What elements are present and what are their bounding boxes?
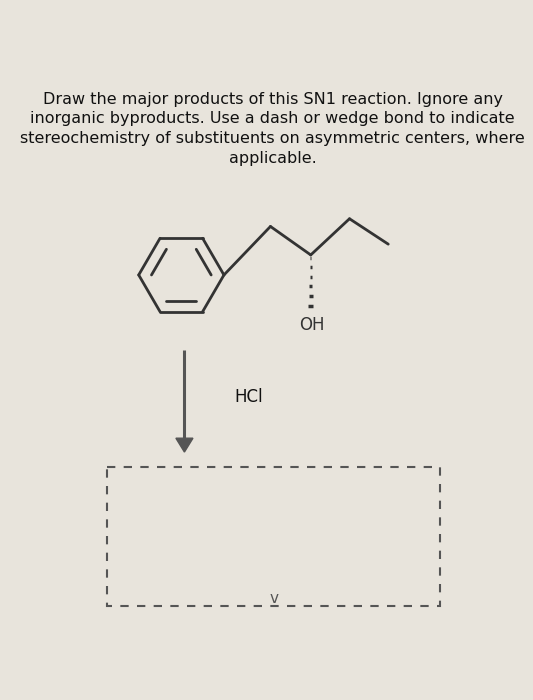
Polygon shape <box>176 438 193 452</box>
Bar <box>107 468 440 606</box>
Text: HCl: HCl <box>235 388 263 406</box>
Text: OH: OH <box>300 316 325 334</box>
Text: Draw the major products of this SN1 reaction. Ignore any
inorganic byproducts. U: Draw the major products of this SN1 reac… <box>20 92 525 166</box>
Text: v: v <box>269 591 278 606</box>
